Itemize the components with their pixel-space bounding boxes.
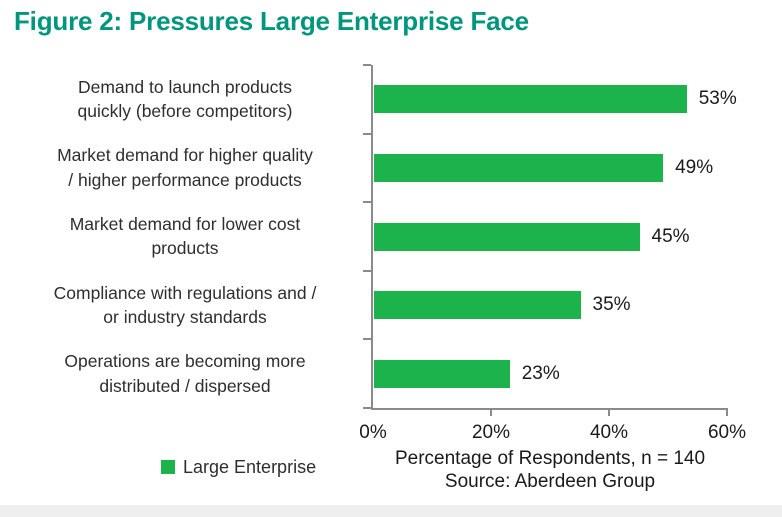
- category-label: Operations are becoming more distributed …: [6, 339, 364, 408]
- x-axis-tick-label: 20%: [471, 422, 511, 443]
- category-label-line: or industry standards: [103, 307, 267, 328]
- category-label: Compliance with regulations and / or indu…: [6, 271, 364, 340]
- x-axis-tick-label: 40%: [589, 422, 629, 443]
- category-label-line: / higher performance products: [68, 169, 302, 190]
- bar-0: [374, 85, 687, 114]
- legend-label: Large Enterprise: [183, 456, 317, 477]
- footer-strip: [0, 505, 782, 517]
- category-label-line: quickly (before competitors): [77, 101, 293, 122]
- bar-3: [374, 291, 581, 320]
- category-label: Demand to launch products quickly (before…: [6, 65, 364, 134]
- category-label-line: Market demand for higher quality: [57, 145, 313, 166]
- figure-title: Figure 2: Pressures Large Enterprise Fac…: [14, 6, 529, 36]
- x-axis-tick: [726, 408, 728, 416]
- y-axis-tick: [363, 201, 371, 204]
- y-axis-tick: [363, 338, 371, 341]
- legend-swatch-icon: [161, 460, 175, 474]
- category-label-line: products: [151, 238, 219, 259]
- bar-value-label: 49%: [675, 156, 714, 178]
- category-label-line: Market demand for lower cost: [69, 213, 301, 234]
- bar-value-label: 53%: [698, 88, 737, 110]
- y-axis-tick: [363, 132, 371, 135]
- y-axis-tick: [363, 64, 371, 66]
- category-label-line: Operations are becoming more: [64, 351, 306, 372]
- x-axis-tick: [608, 408, 610, 416]
- bar-2: [374, 222, 640, 251]
- x-axis-line: [371, 408, 728, 410]
- category-label-line: Demand to launch products: [77, 76, 293, 97]
- x-axis-caption: Percentage of Respondents, n = 140 Sourc…: [350, 447, 750, 493]
- x-axis-tick-label: 0%: [359, 422, 387, 443]
- category-label: Market demand for higher quality / higher…: [6, 134, 364, 203]
- legend: Large Enterprise: [161, 456, 316, 478]
- bar-value-label: 45%: [651, 225, 690, 247]
- bar-value-label: 35%: [592, 294, 631, 316]
- category-label-line: distributed / dispersed: [99, 375, 271, 396]
- bar-1: [374, 153, 664, 182]
- category-label-line: Compliance with regulations and /: [53, 282, 317, 303]
- bar-value-label: 23%: [521, 362, 560, 384]
- y-axis-line: [371, 65, 373, 410]
- x-axis-label: Percentage of Respondents, n = 140: [394, 448, 706, 469]
- y-axis-tick: [363, 269, 371, 272]
- x-axis-tick: [490, 408, 492, 416]
- y-axis-tick: [363, 407, 371, 409]
- x-axis-tick-label: 60%: [707, 422, 747, 443]
- source-label: Source: Aberdeen Group: [444, 471, 656, 492]
- bar-4: [374, 359, 510, 388]
- category-label: Market demand for lower cost products: [6, 202, 364, 271]
